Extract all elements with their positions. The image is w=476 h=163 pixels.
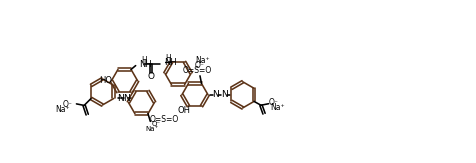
Text: O⁻: O⁻	[195, 61, 205, 70]
Text: O=S=O: O=S=O	[183, 66, 212, 75]
Text: HO: HO	[99, 76, 111, 85]
Text: NH: NH	[139, 59, 152, 69]
Text: N: N	[117, 94, 124, 103]
Text: O⁻: O⁻	[151, 121, 160, 127]
Text: Na⁺: Na⁺	[195, 56, 210, 65]
Text: Na⁺: Na⁺	[270, 103, 285, 112]
Text: O⁻: O⁻	[268, 98, 278, 107]
Text: OH: OH	[177, 105, 190, 115]
Text: O⁻: O⁻	[62, 100, 72, 109]
Text: O=S=O: O=S=O	[149, 115, 178, 124]
Text: Na⁺: Na⁺	[55, 105, 70, 114]
Text: O: O	[147, 72, 154, 81]
Text: N: N	[123, 94, 130, 103]
Text: N: N	[212, 90, 218, 99]
Text: Na⁺: Na⁺	[145, 126, 158, 132]
Text: H: H	[141, 56, 147, 65]
Text: H: H	[165, 54, 171, 63]
Text: NH: NH	[164, 58, 177, 67]
Text: N: N	[220, 90, 227, 99]
